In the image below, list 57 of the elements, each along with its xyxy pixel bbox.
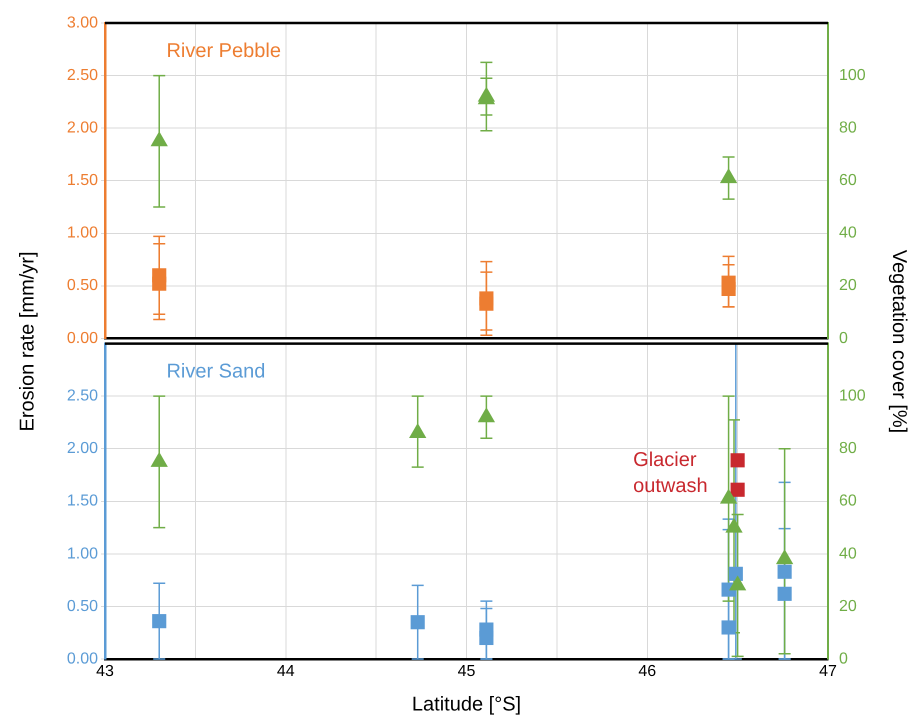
y-tick-label: 2.50 xyxy=(66,388,98,405)
y2-tick-label: 60 xyxy=(839,492,857,510)
point xyxy=(150,452,168,467)
y2-tick-label: 100 xyxy=(839,388,866,405)
point xyxy=(778,586,792,601)
point xyxy=(478,407,496,422)
point xyxy=(730,453,745,468)
y2-tick-label: 40 xyxy=(839,545,857,562)
y-tick-label: 1.00 xyxy=(66,224,98,242)
point xyxy=(722,282,736,296)
y2-tick-label: 80 xyxy=(839,440,857,458)
series-label: Glacier outwash xyxy=(633,448,708,497)
point xyxy=(730,482,745,497)
y-tick-label: 2.00 xyxy=(66,120,98,137)
x-tick-label: 46 xyxy=(638,663,656,680)
point xyxy=(410,615,425,630)
x-tick-label: 47 xyxy=(819,663,837,680)
point xyxy=(152,614,166,628)
y-tick-label: 0.50 xyxy=(66,277,98,294)
y2-tick-label: 60 xyxy=(839,172,857,190)
y2-tick-label: 20 xyxy=(839,598,857,615)
y-tick-label: 2.50 xyxy=(66,66,98,84)
y-tick-label: 1.00 xyxy=(66,545,98,562)
y-tick-label: 1.50 xyxy=(66,492,98,510)
y-tick-label: 3.00 xyxy=(66,14,98,32)
y2-tick-label: 0 xyxy=(839,650,848,668)
x-axis-title: Latitude [°S] xyxy=(412,694,522,716)
y2-tick-label: 80 xyxy=(839,120,857,137)
point xyxy=(725,518,743,533)
point xyxy=(409,422,426,438)
point xyxy=(728,575,746,590)
point xyxy=(479,296,494,311)
y2-tick-label: 20 xyxy=(839,277,857,294)
y-tick-label: 2.00 xyxy=(66,440,98,458)
point xyxy=(152,276,166,291)
y2-tick-label: 40 xyxy=(839,224,857,242)
text: River Sand xyxy=(166,360,266,382)
y2-tick-label: 100 xyxy=(839,66,866,84)
x-tick-label: 45 xyxy=(458,663,476,680)
y2-axis-title: Vegetation cover [%] xyxy=(886,249,910,433)
y-axis-title: Erosion rate [mm/yr] xyxy=(16,250,40,432)
x-tick-label: 44 xyxy=(276,663,295,680)
point xyxy=(720,168,738,184)
point xyxy=(722,620,736,635)
point xyxy=(720,488,738,504)
x-tick-label: 43 xyxy=(96,663,114,680)
y-tick-label: 0.00 xyxy=(66,330,98,347)
y-tick-label: 1.50 xyxy=(66,172,98,190)
point xyxy=(728,566,743,581)
y-tick-label: 0.50 xyxy=(66,598,98,615)
text: River Pebble xyxy=(166,40,281,62)
point xyxy=(778,564,792,579)
point xyxy=(776,549,794,564)
point xyxy=(479,630,494,646)
y2-tick-label: 0 xyxy=(839,330,848,347)
point xyxy=(150,131,168,146)
y-tick-label: 0.00 xyxy=(66,650,98,668)
